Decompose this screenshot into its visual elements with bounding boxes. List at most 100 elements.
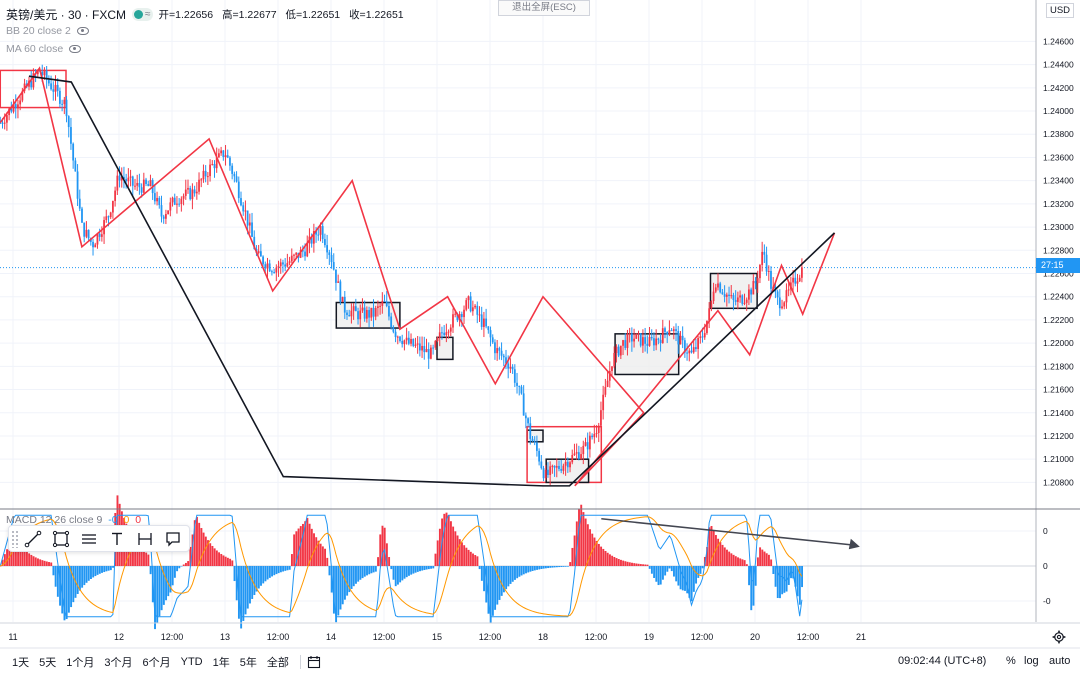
divergence-line: [601, 517, 853, 546]
candle-body: [229, 157, 231, 166]
macd-histogram-bar: [633, 563, 636, 566]
candle-body: [661, 328, 664, 344]
price-range-tool-button[interactable]: [131, 526, 159, 551]
macd-histogram-bar: [87, 566, 90, 581]
range-button[interactable]: 1年: [212, 656, 230, 669]
macd-histogram-bar: [43, 560, 46, 566]
candle-body: [182, 195, 185, 199]
range-button[interactable]: 6个月: [142, 656, 171, 669]
candle-body: [582, 445, 585, 455]
range-button[interactable]: 全部: [266, 656, 289, 669]
candle-body: [600, 410, 602, 426]
candle-body: [664, 328, 666, 332]
candle-body: [538, 450, 541, 462]
range-button[interactable]: 1天: [12, 656, 30, 669]
candle-body: [52, 89, 55, 92]
candle-body: [339, 281, 342, 302]
macd-histogram-bar: [617, 559, 620, 566]
macd-histogram-bar: [681, 566, 684, 591]
candle-body: [736, 297, 739, 302]
candle-body: [363, 307, 366, 319]
text-tool-button[interactable]: [103, 526, 131, 551]
candle-body: [683, 340, 686, 353]
candle-body: [43, 70, 46, 76]
macd-histogram-bar: [394, 566, 397, 587]
drag-handle-icon[interactable]: [11, 529, 19, 548]
candle-body: [32, 73, 35, 88]
macd-histogram-bar: [593, 537, 596, 566]
ma-indicator-label[interactable]: MA 60 close: [6, 43, 82, 55]
range-button[interactable]: 5天: [39, 656, 57, 669]
macd-tick-label: 0: [1043, 561, 1048, 571]
candle-body: [12, 104, 15, 112]
auto-toggle[interactable]: auto: [1049, 655, 1071, 667]
trendline-tool-button[interactable]: [19, 526, 47, 551]
candle-body: [215, 157, 218, 169]
range-button[interactable]: 5年: [239, 656, 257, 669]
candle-body: [70, 127, 72, 144]
parallel-channel-tool-button[interactable]: [75, 526, 103, 551]
candle-body: [85, 229, 88, 237]
range-button[interactable]: YTD: [180, 655, 203, 668]
candle-body: [81, 208, 83, 223]
macd-histogram-bar: [78, 566, 81, 591]
candle-body: [67, 116, 70, 128]
macd-histogram-bar: [624, 561, 627, 566]
clock[interactable]: 09:02:44 (UTC+8): [898, 655, 987, 667]
macd-histogram-bar: [317, 540, 320, 566]
rectangle-icon: [52, 530, 70, 547]
macd-histogram-bar: [315, 537, 318, 566]
log-toggle[interactable]: log: [1024, 655, 1039, 667]
price-tick-label: 1.23200: [1043, 199, 1074, 209]
candle-body: [246, 210, 249, 226]
candle-body: [61, 103, 64, 105]
currency-label[interactable]: USD: [1046, 3, 1074, 18]
candle-body: [65, 99, 68, 117]
range-button[interactable]: 1个月: [66, 656, 95, 669]
candle-body: [573, 453, 576, 456]
drawing-toolbar[interactable]: [8, 525, 190, 552]
candle-body: [699, 336, 702, 339]
candle-body: [83, 222, 86, 237]
macd-histogram-bar: [136, 543, 139, 566]
candle-body: [692, 347, 695, 353]
settings-gear-icon[interactable]: [1052, 630, 1066, 644]
macd-histogram-bar: [445, 512, 448, 566]
candle-body: [377, 306, 379, 308]
macd-histogram-bar: [560, 566, 563, 567]
candle-body: [639, 333, 642, 346]
date-range-icon[interactable]: [307, 655, 321, 669]
eye-icon[interactable]: [76, 27, 89, 35]
symbol-title[interactable]: 英镑/美元 · 30 · FXCM: [6, 8, 127, 22]
approx-icon: ≈: [145, 9, 151, 20]
macd-histogram-bar: [518, 566, 521, 577]
macd-histogram-bar: [525, 566, 527, 574]
candle-body: [123, 176, 125, 180]
candle-body: [445, 332, 448, 336]
candle-body: [677, 330, 680, 345]
range-button[interactable]: 3个月: [104, 656, 133, 669]
rectangle-tool-button[interactable]: [47, 526, 75, 551]
macd-indicator-label[interactable]: MACD 12 26 close 9 -0 0 0: [6, 514, 141, 526]
candle-body: [275, 267, 278, 273]
macd-histogram-bar: [213, 548, 216, 566]
macd-histogram-bar: [176, 566, 179, 572]
macd-histogram-bar: [745, 564, 748, 566]
bb-indicator-label[interactable]: BB 20 close 2: [6, 25, 89, 37]
macd-histogram-bar: [388, 557, 391, 566]
macd-histogram-bar: [332, 566, 335, 614]
macd-histogram-bar: [449, 521, 452, 566]
exit-fullscreen-button[interactable]: 退出全屏(ESC): [498, 0, 590, 16]
callout-tool-button[interactable]: [159, 526, 187, 551]
candle-body: [10, 108, 13, 112]
macd-histogram-bar: [677, 566, 680, 586]
percent-toggle[interactable]: %: [1006, 655, 1016, 667]
candle-body: [750, 289, 753, 295]
candle-body: [628, 333, 631, 335]
macd-histogram-bar: [474, 555, 477, 566]
candle-body: [383, 300, 386, 302]
candle-body: [149, 180, 152, 187]
candle-body: [703, 333, 706, 338]
eye-icon[interactable]: [69, 45, 82, 53]
